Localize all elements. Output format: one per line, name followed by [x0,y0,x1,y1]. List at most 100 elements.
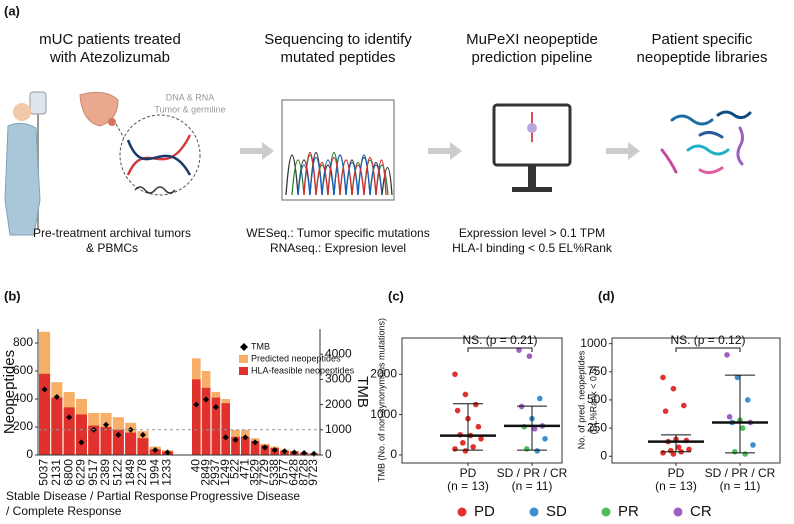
point [516,347,522,353]
legend-label: SD [546,503,567,520]
point [537,395,543,402]
point [524,446,530,452]
bar [112,429,124,455]
point [732,448,738,455]
step-title: prediction pipeline [472,49,593,66]
sample-note: Tumor & germline [154,104,225,114]
y2-tick-label: 2000 [325,397,352,411]
y-tick-label: 1000 [580,336,607,350]
x-tick-label: 1233 [160,459,174,486]
legend-label: PD [474,503,495,520]
point [660,450,666,456]
y-tick-label: 1000 [370,407,397,421]
tmb-marker [164,449,171,456]
y2-tick-label: 0 [325,447,332,461]
point [478,436,484,442]
point [681,402,687,409]
bar [100,427,112,455]
point [470,444,477,450]
y-axis-label: (EL%Rank < 0.5) [588,366,598,435]
y-axis-label: Neopeptides [1,350,18,434]
tmb-marker [41,386,48,393]
x-tick-label: 3529 [247,459,261,486]
y-tick-label: 600 [13,363,33,377]
x-tick-label: 7729 [257,459,271,486]
plot-frame [611,337,781,464]
step-title: neopeptide libraries [637,49,768,66]
y2-tick-label: 1000 [325,422,352,436]
point [452,371,458,378]
sample-note: DNA & RNA [166,92,215,102]
tmb-marker [261,444,268,451]
plot-frame [401,337,563,464]
tmb-marker [301,449,308,456]
tmb-marker [212,404,219,411]
bar [221,403,230,455]
bar [201,387,211,455]
legend-swatch [239,367,248,375]
point [460,440,466,446]
x-tick-label: SD / PR / CR [497,466,568,480]
y-tick-label: 0 [26,447,33,461]
y-tick-label: 0 [600,448,607,462]
step-note: Expression level > 0.1 TPM [459,226,605,240]
legend-label: Predicted neopeptides [251,353,341,363]
x-tick-note: (n = 11) [512,479,553,493]
bar [211,397,221,455]
x-tick-note: (n = 13) [447,479,489,493]
tmb-marker [232,436,239,443]
legend-swatch [239,355,248,363]
x-tick-label: 40 [188,459,202,473]
tmb-marker [291,449,298,456]
tmb-marker [310,450,317,457]
point [745,397,751,403]
legend-label: TMB [251,341,270,351]
tmb-marker [222,434,229,441]
tmb-marker [271,446,278,453]
x-tick-label: 6428 [286,459,300,486]
x-tick-label: PD [460,466,477,480]
point [534,448,540,454]
step-note: & PBMCs [86,241,138,255]
legend-dot [529,507,539,517]
x-tick-label: 1994 [147,459,161,486]
point [724,352,730,358]
panel-label: (a) [4,3,20,18]
x-tick-label: SD / PR / CR [705,466,776,480]
point [739,425,746,431]
step-note: Pre-treatment archival tumors [33,226,191,240]
y-tick-label: 0 [390,447,397,461]
panel-label: (d) [598,288,615,303]
monitor [492,103,572,192]
tmb-marker [139,431,146,438]
tmb-marker [203,396,210,403]
x-tick-label: 2937 [208,459,222,486]
point [542,436,548,442]
legend-label: PR [618,503,639,520]
significance-bracket [675,347,741,352]
tmb-marker [66,414,73,421]
bar [231,436,240,455]
y-tick-label: 400 [13,391,33,405]
panel-label: (c) [388,288,404,303]
point [475,423,482,430]
point [670,451,677,457]
tmb-marker [281,448,288,455]
tmb-marker [242,434,249,441]
x-tick-label: 2389 [98,459,112,486]
step-note: WESeq.: Tumor specific mutations [246,226,429,240]
x-tick-label: 9723 [306,459,320,486]
y2-tick-label: 4000 [325,346,352,360]
bar [137,438,149,455]
panel-label: (b) [4,288,21,303]
legend-label: CR [690,503,712,520]
bar [192,379,201,455]
arrows [240,142,640,160]
annotation: NS. (p = 0.12) [670,333,745,347]
x-tick-label: 6229 [74,459,88,486]
bar [250,441,260,455]
x-tick-label: 522 [228,459,242,479]
point [462,391,469,398]
step-title: MuPeXI neopeptide [466,31,598,48]
